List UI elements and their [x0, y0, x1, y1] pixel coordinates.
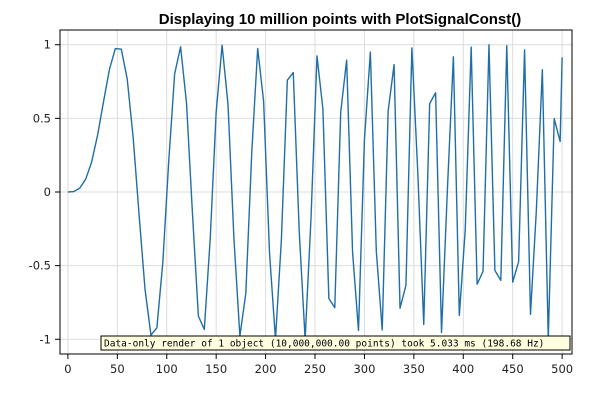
x-tick-label: 300: [353, 362, 375, 376]
x-tick-label: 250: [304, 362, 326, 376]
x-tick-label: 200: [255, 362, 277, 376]
y-tick-label: 0: [44, 185, 51, 199]
tick-marks: [55, 45, 562, 359]
y-tick-label: -1: [40, 332, 51, 346]
x-tick-label: 150: [205, 362, 227, 376]
x-tick-label: 450: [502, 362, 524, 376]
y-tick-label: -0.5: [29, 259, 51, 273]
benchmark-annotation: Data-only render of 1 object (10,000,000…: [101, 336, 570, 350]
x-tick-label: 0: [64, 362, 71, 376]
x-tick-label: 500: [551, 362, 573, 376]
x-tick-label: 400: [452, 362, 474, 376]
y-tick-label: 0.5: [33, 111, 51, 125]
chart-title: Displaying 10 million points with PlotSi…: [159, 11, 522, 28]
x-tick-label: 50: [110, 362, 125, 376]
y-tick-label: 1: [44, 38, 51, 52]
x-tick-label: 350: [403, 362, 425, 376]
annotation-text: Data-only render of 1 object (10,000,000…: [104, 339, 544, 350]
tick-labels: 0 50 100 150 200 250 300 350 400 450 500 1 0.5 0 -0.5 -…: [29, 38, 574, 376]
x-tick-label: 100: [156, 362, 178, 376]
